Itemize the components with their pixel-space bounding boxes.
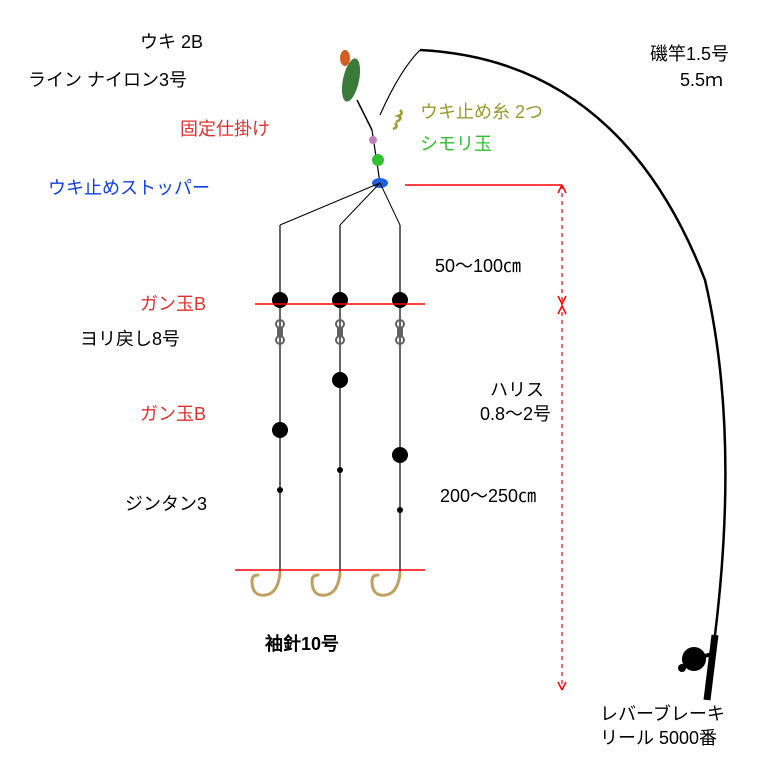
float-stem <box>357 100 372 130</box>
jintan-1 <box>337 467 343 473</box>
bead-purple <box>369 136 377 144</box>
hook-2 <box>372 573 400 595</box>
jintan-0 <box>277 487 283 493</box>
hook-1 <box>312 573 340 595</box>
gan-b-top-label: ガン玉B <box>140 290 206 316</box>
ukidome-ito-label: ウキ止め糸 2つ <box>420 98 543 124</box>
dist-top-label: 50〜100㎝ <box>435 252 521 278</box>
rod-label: 磯竿1.5号 <box>650 40 729 66</box>
fanout-1 <box>340 183 380 225</box>
float-cap <box>340 50 350 66</box>
fanout-0 <box>280 183 380 225</box>
swivel-body-2 <box>397 328 403 336</box>
fixed-rig-label: 固定仕掛け <box>180 115 270 141</box>
ukidome-knot2 <box>393 123 397 129</box>
reel-knob <box>678 664 686 672</box>
gan-top-2 <box>392 292 408 308</box>
stopper-label: ウキ止めストッパー <box>48 174 210 200</box>
gan-mid-0 <box>272 422 288 438</box>
rod-handle <box>707 635 715 700</box>
shimori-bead <box>372 154 384 166</box>
reel2-label: リール 5000番 <box>600 724 717 750</box>
jintan-label: ジンタン3 <box>125 490 207 516</box>
jintan-2 <box>397 507 403 513</box>
main-line-upper <box>380 50 420 115</box>
haris-num-label: 0.8〜2号 <box>480 400 551 426</box>
line-label: ライン ナイロン3号 <box>28 66 187 92</box>
shimori-label: シモリ玉 <box>420 130 492 156</box>
swivel-body-0 <box>277 328 283 336</box>
hook-0 <box>252 573 280 595</box>
fanout-2 <box>380 183 400 225</box>
gan-mid-1 <box>332 372 348 388</box>
dist-bot-label: 200〜250㎝ <box>440 482 536 508</box>
reel1-label: レバーブレーキ <box>600 700 725 726</box>
uki-label: ウキ 2B <box>140 28 203 54</box>
hook-label: 袖針10号 <box>265 630 339 656</box>
ukidome-knot <box>396 110 402 122</box>
gan-mid-2 <box>392 447 408 463</box>
gan-b-mid-label: ガン玉B <box>140 400 206 426</box>
gan-top-1 <box>332 292 348 308</box>
rod-len-label: 5.5ｍ <box>680 66 723 92</box>
haris-label: ハリス <box>490 376 544 402</box>
swivel-body-1 <box>337 328 343 336</box>
gan-top-0 <box>272 292 288 308</box>
yori-label: ヨリ戻し8号 <box>80 325 180 351</box>
